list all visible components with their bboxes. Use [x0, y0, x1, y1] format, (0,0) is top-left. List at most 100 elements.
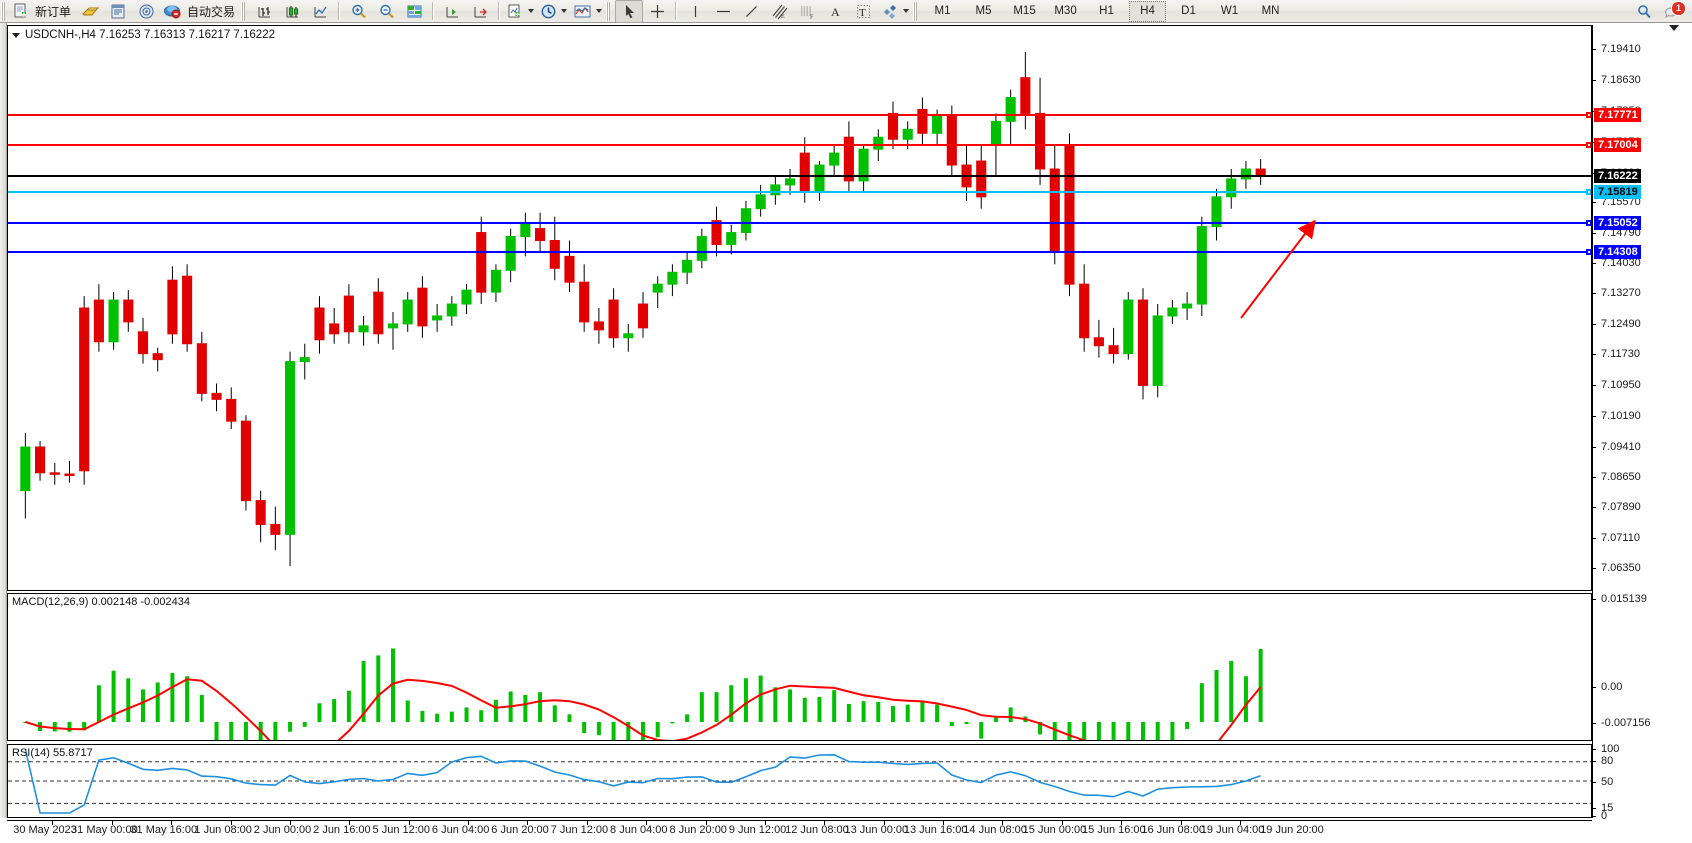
- new-order-label: 新订单: [35, 4, 72, 19]
- search-icon: [1636, 3, 1653, 20]
- timeframe-h4[interactable]: H4: [1129, 0, 1167, 22]
- zoom-in-button[interactable]: [344, 0, 372, 23]
- level-line-support[interactable]: [8, 219, 1591, 226]
- timeframe-m15[interactable]: M15: [1013, 5, 1036, 17]
- text-button[interactable]: A: [821, 0, 849, 23]
- time-tick-mark: [111, 820, 113, 825]
- symbol-dropdown-icon[interactable]: [12, 32, 20, 38]
- rsi-pane[interactable]: RSI(14) 55.8717: [7, 744, 1592, 818]
- autotrading-button[interactable]: 自动交易: [160, 0, 240, 23]
- crosshair-button[interactable]: [643, 0, 671, 23]
- text-label-button[interactable]: T: [849, 0, 877, 23]
- price-tick-label: 7.14030: [1601, 257, 1641, 270]
- navigator-button[interactable]: [132, 0, 160, 23]
- level-handle[interactable]: [1586, 142, 1591, 149]
- search-button[interactable]: [1630, 0, 1658, 23]
- line-chart-icon: [312, 3, 329, 20]
- period-button[interactable]: [537, 0, 570, 23]
- price-marker-resistance: 7.17771: [1594, 107, 1641, 122]
- trend-line-button[interactable]: [737, 0, 765, 23]
- macd-pane[interactable]: MACD(12,26,9) 0.002148 -0.002434: [7, 593, 1592, 741]
- macd-tick: -0.007156: [1592, 717, 1651, 729]
- new-order-button[interactable]: 新订单: [10, 0, 76, 23]
- price-tick: 7.11730: [1592, 348, 1640, 361]
- time-tick-label: 5 Jun 12:00: [372, 824, 431, 836]
- timeframe-mn[interactable]: MN: [1261, 5, 1280, 17]
- time-tick-mark: [1121, 820, 1123, 825]
- macd-tick: 0.00: [1591, 681, 1622, 693]
- indicators-button[interactable]: [570, 0, 605, 23]
- toolbar-separator: [338, 2, 341, 20]
- new-chart-button[interactable]: [504, 0, 537, 23]
- candlestick-chart-button[interactable]: [278, 0, 306, 23]
- auto-scroll-button[interactable]: [466, 0, 494, 23]
- timeframe-h1[interactable]: H1: [1099, 5, 1114, 17]
- equidistant-channel-button[interactable]: E: [765, 0, 793, 23]
- time-tick-label: 9 Jun 12:00: [728, 824, 787, 836]
- level-handle[interactable]: [1586, 219, 1591, 226]
- price-scale[interactable]: 7.194107.186307.178507.170707.162907.155…: [1591, 25, 1692, 822]
- chart-left-scrollbar[interactable]: [0, 23, 7, 818]
- price-tick-label: 7.19410: [1601, 43, 1641, 56]
- crosshair-icon: [649, 3, 666, 20]
- horizontal-line-button[interactable]: [709, 0, 737, 23]
- time-tick-mark: [1240, 820, 1241, 825]
- chevron-down-icon-3[interactable]: [596, 9, 603, 13]
- level-line-resistance[interactable]: [8, 111, 1591, 118]
- toolbar-grip[interactable]: [1, 1, 8, 21]
- level-handle[interactable]: [1586, 111, 1591, 118]
- price-tick-label: 7.11730: [1601, 348, 1640, 361]
- toolbar-grip-3[interactable]: [606, 1, 614, 21]
- price-pane[interactable]: USDCNH-,H4 7.16253 7.16313 7.16217 7.162…: [7, 25, 1592, 591]
- rsi-tick: 50: [1591, 776, 1613, 788]
- time-scale[interactable]: 30 May 2023 31 May 00:00 31 May 16:00 1 Jun…: [7, 820, 1592, 842]
- level-line-pivot[interactable]: [8, 189, 1591, 196]
- shapes-button[interactable]: [877, 0, 912, 23]
- timeframe-m30[interactable]: M30: [1054, 5, 1077, 17]
- level-line-resistance[interactable]: [8, 142, 1591, 149]
- price-tick: 7.10950: [1592, 379, 1641, 391]
- data-window-button[interactable]: [400, 0, 428, 23]
- time-tick-mark: [586, 820, 588, 825]
- timeframe-m5[interactable]: M5: [975, 5, 992, 17]
- line-chart-button[interactable]: [306, 0, 334, 23]
- svg-text:T: T: [859, 7, 866, 19]
- charts-button[interactable]: [76, 0, 104, 23]
- timeframe-m1[interactable]: M1: [934, 5, 951, 17]
- chart-collapse-caret-icon[interactable]: [1669, 25, 1679, 31]
- time-tick-label: 19 Jun 04:00: [1200, 824, 1265, 836]
- autotrading-icon: [163, 3, 182, 20]
- chart-area[interactable]: USDCNH-,H4 7.16253 7.16313 7.16217 7.162…: [0, 23, 1692, 843]
- level-line-support[interactable]: [8, 249, 1591, 256]
- toolbar-grip-2[interactable]: [241, 1, 249, 21]
- price-tick-label: 7.18630: [1601, 74, 1641, 87]
- time-tick-label: 12 Jun 08:00: [785, 824, 849, 836]
- timeframe-w1[interactable]: W1: [1220, 5, 1239, 17]
- zoom-out-button[interactable]: [372, 0, 400, 23]
- time-tick-label: 16 Jun 08:00: [1141, 824, 1206, 836]
- alert-badge: 1: [1671, 0, 1686, 16]
- time-tick-label: 31 May 00:00: [71, 824, 138, 836]
- price-marker-support: 7.14308: [1594, 245, 1641, 260]
- time-tick-label: 14 Jun 08:00: [963, 824, 1027, 836]
- macd-tick: 0.015139: [1592, 593, 1647, 605]
- level-handle[interactable]: [1586, 249, 1591, 256]
- gold-bar-icon: [81, 3, 100, 20]
- level-line-current-price[interactable]: [8, 175, 1591, 178]
- market-watch-button[interactable]: [104, 0, 132, 23]
- level-handle[interactable]: [1586, 189, 1591, 196]
- vertical-line-button[interactable]: [681, 0, 709, 23]
- toolbar-grip-4[interactable]: [913, 1, 921, 21]
- fibonacci-retracement-button[interactable]: F: [793, 0, 821, 23]
- chevron-down-icon[interactable]: [528, 9, 535, 13]
- cursor-button[interactable]: [615, 0, 644, 23]
- price-tick: 7.13270: [1592, 287, 1641, 299]
- time-tick-label: 13 Jun 16:00: [903, 824, 968, 836]
- macd-tick-label: -0.007156: [1601, 717, 1651, 729]
- timeframe-d1[interactable]: D1: [1181, 5, 1196, 17]
- chart-shift-button[interactable]: [438, 0, 466, 23]
- chevron-down-icon-2[interactable]: [561, 9, 568, 13]
- bar-chart-button[interactable]: [250, 0, 278, 23]
- alerts-button[interactable]: 1: [1658, 0, 1686, 23]
- chevron-down-icon-4[interactable]: [903, 9, 910, 13]
